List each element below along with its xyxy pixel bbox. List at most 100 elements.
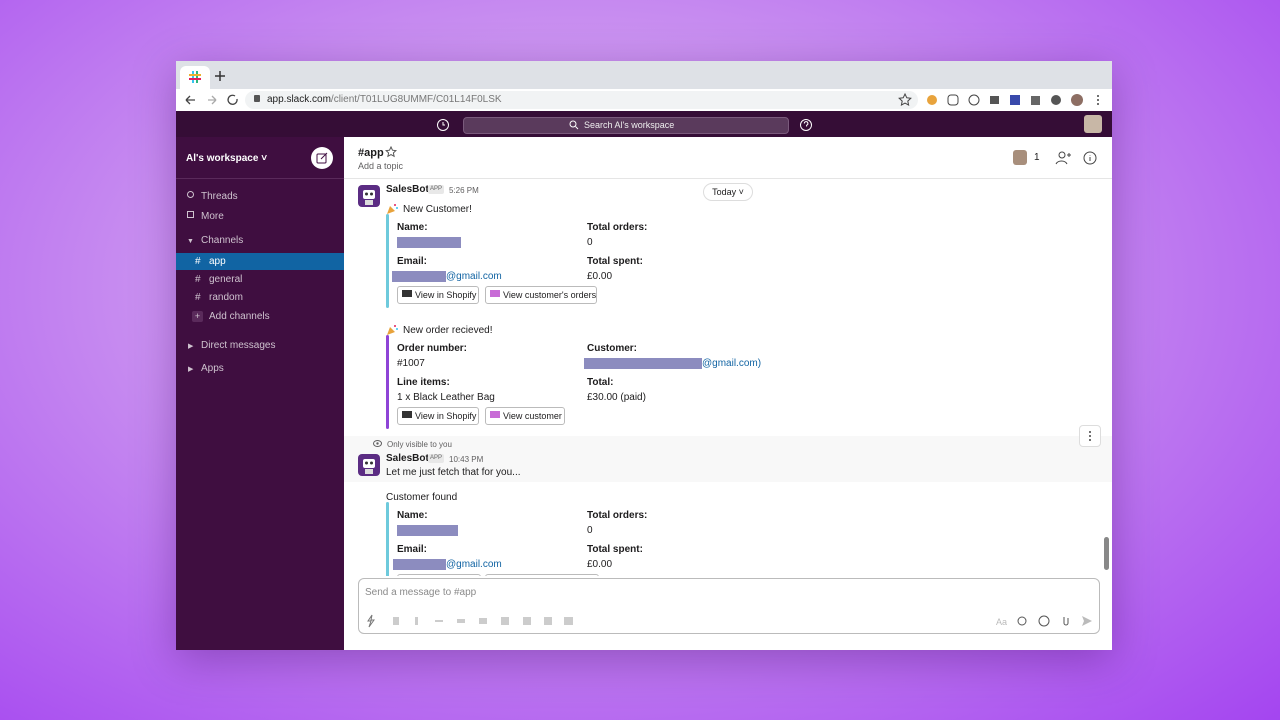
redaction: [397, 525, 458, 536]
composer-area: [344, 576, 1112, 650]
search-box[interactable]: [463, 117, 789, 134]
channel-hash: #: [195, 292, 201, 303]
member-avatar[interactable]: [1013, 150, 1027, 165]
message-hover: [344, 436, 1112, 482]
channel-topic[interactable]: Add a topic: [358, 161, 404, 171]
new-tab[interactable]: [214, 70, 226, 82]
url: app.slack.com/client/T01LUG8UMMF/C01L14F…: [267, 94, 502, 106]
sender[interactable]: SalesBot: [386, 453, 429, 464]
sidebar-header: [176, 137, 344, 179]
block-heading: New order recieved!: [403, 325, 493, 336]
channels-header[interactable]: Channels: [201, 235, 244, 246]
sidebar-section[interactable]: Direct messages: [201, 340, 276, 351]
extension-icons[interactable]: [898, 92, 1108, 108]
field-label: Total orders:: [587, 222, 648, 233]
action-button[interactable]: View in Shopify: [397, 407, 479, 425]
channel-hash: #: [195, 274, 201, 285]
party-emoji: [386, 324, 398, 336]
field-label: Name:: [397, 222, 428, 233]
field-value: £0.00: [587, 271, 613, 282]
field-label: Name:: [397, 510, 428, 521]
field-value: #1007: [397, 358, 425, 369]
sender[interactable]: SalesBot: [386, 184, 429, 195]
sidebar-icon: [187, 191, 194, 198]
tab[interactable]: [180, 66, 210, 89]
sidebar-item[interactable]: More: [201, 211, 224, 222]
user-avatar[interactable]: [1084, 115, 1102, 133]
app-badge: APP: [428, 185, 445, 194]
channel-name[interactable]: random: [209, 292, 243, 303]
add-channels[interactable]: Add channels: [209, 311, 270, 322]
member-count[interactable]: 1: [1034, 152, 1040, 163]
attachment-bar: [386, 335, 389, 429]
field-label: Total spent:: [587, 544, 643, 555]
history-icon[interactable]: [436, 118, 450, 132]
workspace-name[interactable]: Al's workspace ˅: [186, 153, 268, 164]
button-label: View in Shopify: [415, 290, 477, 300]
field-value: 0: [587, 237, 593, 248]
workspace-label: Al's workspace: [186, 153, 259, 164]
field-value[interactable]: @gmail.com: [446, 559, 502, 570]
caret: ▶: [188, 366, 194, 373]
redaction: [397, 237, 461, 248]
button-label: View customer's orders: [503, 290, 597, 300]
field-label: Total orders:: [587, 510, 648, 521]
header-icons[interactable]: [1055, 150, 1105, 166]
button-label: View customer: [503, 411, 562, 421]
date-divider[interactable]: Today ˅: [703, 183, 753, 201]
field-value: 1 x Black Leather Bag: [397, 392, 495, 403]
action-button[interactable]: View customer's orders: [485, 286, 597, 304]
sidebar-section[interactable]: Apps: [201, 363, 224, 374]
composer[interactable]: [358, 578, 1100, 634]
field-label: Line items:: [397, 377, 450, 388]
channel-title[interactable]: #app: [358, 147, 384, 159]
lock-icon: [254, 95, 260, 102]
timestamp[interactable]: 5:26 PM: [449, 186, 479, 195]
url-host: app.slack.com: [267, 94, 331, 105]
message-text: Let me just fetch that for you...: [386, 467, 521, 478]
composer-actions[interactable]: [1014, 614, 1096, 628]
composer-placeholder[interactable]: Send a message to #app: [365, 587, 477, 598]
button-label: View in Shopify: [415, 411, 477, 421]
field-label: Email:: [397, 256, 428, 267]
nav-buttons[interactable]: [182, 92, 242, 108]
caret: ▼: [187, 238, 194, 245]
bot-avatar[interactable]: [358, 185, 380, 207]
address-bar[interactable]: [245, 91, 918, 109]
party-emoji: [386, 203, 398, 215]
bot-avatar[interactable]: [358, 454, 380, 476]
channel-name[interactable]: app: [209, 256, 226, 267]
field-label: Email:: [397, 544, 428, 555]
format-toolbar[interactable]: [364, 614, 584, 628]
action-button[interactable]: View in Shopify: [397, 286, 479, 304]
caret: ▶: [188, 343, 194, 350]
search-placeholder: Search Al's workspace: [584, 120, 675, 130]
sidebar-icon: [187, 211, 194, 218]
app-badge: APP: [428, 454, 445, 463]
redaction: [392, 271, 446, 282]
note-text: Only visible to you: [387, 440, 452, 449]
sidebar-item[interactable]: Threads: [201, 191, 238, 202]
redaction: [584, 358, 702, 369]
channel-hash: #: [195, 256, 201, 267]
field-value[interactable]: @gmail.com: [446, 271, 502, 282]
help-icon[interactable]: [799, 118, 813, 132]
timestamp[interactable]: 10:43 PM: [449, 455, 484, 464]
block-heading: Customer found: [386, 492, 458, 503]
format-toggle[interactable]: Aa: [996, 617, 1008, 627]
redaction: [393, 559, 446, 570]
attachment-bar: [386, 214, 389, 308]
channel-name[interactable]: general: [209, 274, 243, 285]
compose-button[interactable]: [311, 147, 333, 169]
action-button[interactable]: View customer: [485, 407, 565, 425]
field-value[interactable]: @gmail.com): [702, 358, 762, 369]
block-heading: New Customer!: [403, 204, 472, 215]
field-label: Total spent:: [587, 256, 643, 267]
star-icon[interactable]: [385, 146, 397, 158]
more-actions[interactable]: [1079, 425, 1101, 447]
channel-selected: [176, 253, 344, 270]
field-value: 0: [587, 525, 593, 536]
scrollbar[interactable]: [1104, 537, 1109, 570]
url-path: /client/T01LUG8UMMF/C01L14F0LSK: [330, 94, 502, 105]
field-label: Total:: [587, 377, 614, 388]
